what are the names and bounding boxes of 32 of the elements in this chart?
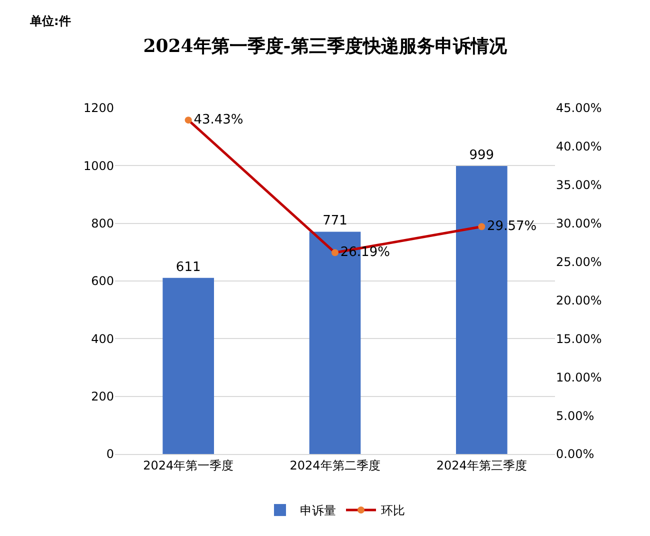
data-label: 611 (176, 260, 201, 275)
y-tick-label: 600 (91, 274, 114, 288)
x-tick-label: 2024年第三季度 (436, 458, 527, 472)
legend-label: 申诉量 (300, 504, 336, 518)
y-tick-label: 200 (91, 390, 114, 404)
point (184, 116, 192, 124)
legend-label: 环比 (381, 504, 405, 518)
chart-title: 2024年第一季度-第三季度快递服务申诉情况 (143, 36, 508, 57)
x-tick-label: 2024年第一季度 (143, 458, 234, 472)
y2-tick-label: 0.00% (556, 447, 594, 462)
y2-tick-label: 15.00% (556, 332, 602, 346)
x-tick-label: 2024年第二季度 (290, 458, 380, 472)
y-tick-label: 1200 (83, 101, 114, 116)
bar (162, 278, 214, 454)
data-label: 771 (322, 214, 348, 229)
data-label: 43.43% (194, 112, 244, 128)
y2-tick-label: 40.00% (556, 140, 602, 154)
y-tick-label: 1000 (83, 158, 114, 173)
y2-tick-label: 20.00% (556, 293, 602, 308)
y2-tick-label: 30.00% (556, 216, 602, 231)
point (332, 249, 338, 256)
point (478, 223, 486, 230)
y-tick-label: 400 (91, 332, 114, 346)
y2-tick-label: 5.00% (556, 408, 594, 423)
y-tick-label: 0 (106, 447, 114, 462)
data-label: 999 (469, 148, 494, 163)
y2-tick-label: 45.00% (556, 101, 602, 116)
y-tick-label: 800 (91, 216, 114, 231)
y2-tick-label: 25.00% (556, 254, 602, 269)
y2-tick-label: 10.00% (556, 370, 602, 384)
y2-tick-label: 35.00% (556, 178, 602, 192)
text: 单位:件 (29, 14, 71, 28)
